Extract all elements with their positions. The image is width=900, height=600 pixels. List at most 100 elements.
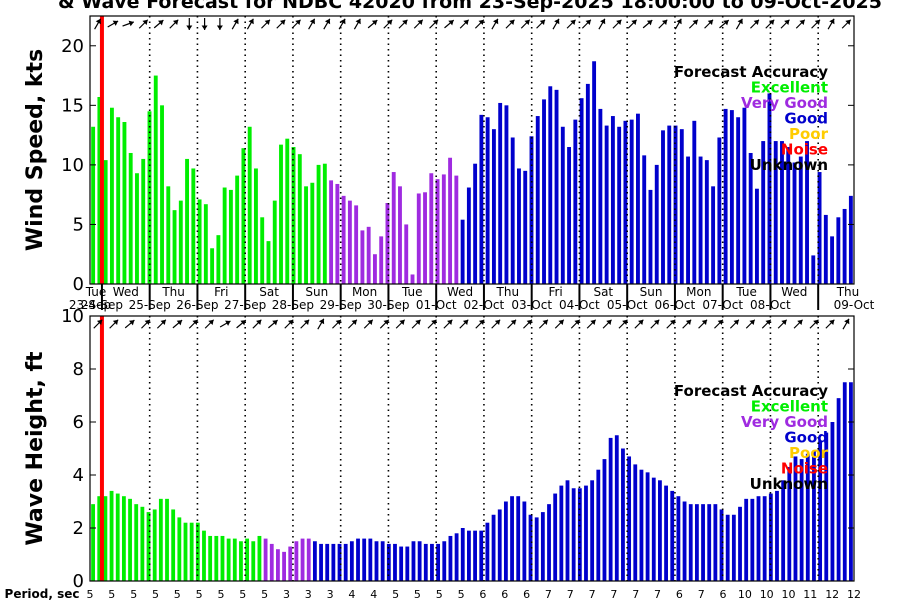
bar-wave-49 <box>393 543 397 581</box>
arrow-head <box>192 319 198 326</box>
bar-wind-120 <box>842 208 847 284</box>
direction-arrow <box>505 19 515 29</box>
period-value: 6 <box>676 588 683 600</box>
bar-wind-72 <box>542 99 546 284</box>
bar-wind-66 <box>504 105 509 284</box>
bar-wave-95 <box>676 496 681 581</box>
day-weekday-label: Sat <box>593 285 613 299</box>
arrow-head <box>256 319 262 326</box>
arrow-head <box>749 319 755 326</box>
bar-wave-96 <box>682 501 687 581</box>
direction-arrow <box>252 319 262 329</box>
arrow-head <box>399 319 405 326</box>
arrow-head <box>367 319 373 326</box>
bar-wind-67 <box>510 137 515 284</box>
period-value: 6 <box>479 588 486 600</box>
bar-wave-64 <box>485 522 490 581</box>
bar-wave-63 <box>479 530 484 581</box>
arrow-head <box>303 319 310 326</box>
bar-wave-44 <box>362 538 367 581</box>
arrow-head <box>287 319 294 326</box>
direction-arrow <box>827 18 835 30</box>
arrow-head <box>768 19 775 26</box>
arrow-head <box>717 319 723 326</box>
bar-wave-39 <box>331 543 336 581</box>
arrow-head <box>176 320 183 326</box>
legend-item: Good <box>784 429 828 447</box>
arrow-head <box>172 19 179 26</box>
arrow-head <box>144 319 150 326</box>
y-axis-label: Wind Speed, kts <box>23 49 48 251</box>
now-line <box>99 316 104 581</box>
bar-wind-106 <box>754 188 759 284</box>
period-value: 12 <box>847 588 861 600</box>
bar-wind-103 <box>736 117 741 285</box>
direction-arrow <box>231 18 239 30</box>
direction-arrow <box>750 19 760 29</box>
day-date-label: 28-Sep <box>272 298 314 312</box>
bar-wave-23 <box>232 538 237 581</box>
bar-wave-65 <box>491 514 496 581</box>
bar-wind-55 <box>435 179 440 284</box>
bar-wind-115 <box>811 255 816 284</box>
day-date-label: 29-Sep <box>320 298 362 312</box>
period-value: 5 <box>261 588 268 600</box>
period-label: Period, sec <box>5 587 80 600</box>
direction-arrow <box>704 19 714 29</box>
bar-wave-71 <box>528 514 533 581</box>
direction-arrow <box>459 19 470 29</box>
bar-wave-22 <box>226 538 231 581</box>
arrow-head <box>701 319 708 326</box>
bar-wave-47 <box>380 541 385 581</box>
bar-wave-74 <box>547 504 551 581</box>
bar-wind-87 <box>636 113 640 284</box>
bar-wave-2 <box>103 496 108 581</box>
direction-arrow <box>107 20 119 28</box>
bar-wave-33 <box>294 541 299 581</box>
bar-wave-41 <box>343 543 348 581</box>
bar-wave-99 <box>701 504 705 581</box>
bar-wave-92 <box>658 480 662 581</box>
period-value: 6 <box>523 588 530 600</box>
bar-wind-100 <box>717 137 722 284</box>
day-weekday-label: Fri <box>214 285 228 299</box>
period-value: 10 <box>760 588 774 600</box>
bar-wind-119 <box>836 217 841 284</box>
bar-wind-49 <box>398 186 402 284</box>
arrow-head <box>386 19 393 26</box>
bar-wind-113 <box>798 156 803 284</box>
period-value: 4 <box>348 588 355 600</box>
day-date-label: 07-Oct <box>702 298 743 312</box>
arrow-head <box>781 319 787 326</box>
bar-wind-23 <box>235 175 240 284</box>
direction-arrow <box>795 19 806 29</box>
direction-arrow <box>523 319 533 329</box>
bar-wave-115 <box>799 459 804 581</box>
bar-wind-114 <box>805 141 809 284</box>
direction-arrow <box>634 319 644 329</box>
period-value: 5 <box>218 588 225 600</box>
arrow-head <box>402 19 408 26</box>
period-value: 3 <box>327 588 334 600</box>
period-value: 7 <box>632 588 639 600</box>
bar-wind-62 <box>479 114 484 284</box>
arrow-head <box>448 20 454 26</box>
y-tick-label: 4 <box>73 465 84 486</box>
arrow-head <box>646 20 653 26</box>
arrow-head <box>554 18 560 25</box>
bar-wave-72 <box>534 517 539 581</box>
direction-arrow <box>627 19 638 29</box>
period-value: 10 <box>782 588 796 600</box>
day-date-label: 09-Oct <box>834 298 875 312</box>
y-tick-label: 6 <box>73 412 84 433</box>
bar-wave-69 <box>516 496 521 581</box>
direction-arrow <box>216 18 223 30</box>
bar-wave-59 <box>454 533 459 581</box>
bar-wind-69 <box>523 170 528 284</box>
y-tick-label: 0 <box>73 274 84 295</box>
bar-wind-33 <box>297 154 302 284</box>
legend-title: Forecast Accuracy <box>674 382 828 400</box>
bar-wave-13 <box>171 509 176 581</box>
bar-wind-32 <box>291 147 296 284</box>
arrow-head <box>799 19 805 26</box>
